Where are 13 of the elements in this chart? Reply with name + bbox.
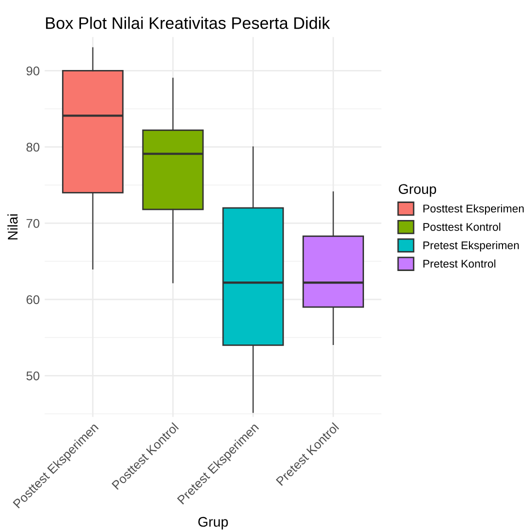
y-tick-label: 50 — [26, 371, 40, 380]
y-tick-label: 90 — [26, 66, 40, 76]
chart-title: Box Plot Nilai Kreativitas Peserta Didik — [46, 16, 330, 29]
y-tick-label: 80 — [26, 142, 40, 152]
legend-label: Pretest Kontrol — [423, 259, 496, 268]
legend-label: Posttest Eksperimen — [423, 204, 524, 215]
x-axis-title: Grup — [198, 516, 228, 530]
legend-title: Group — [398, 184, 436, 197]
legend-label: Pretest Eksperimen — [423, 241, 519, 252]
y-tick-label: 70 — [26, 218, 40, 228]
y-tick-label: 60 — [26, 295, 40, 304]
y-axis-title: Nilai — [7, 214, 18, 240]
legend-label: Posttest Kontrol — [423, 222, 500, 231]
